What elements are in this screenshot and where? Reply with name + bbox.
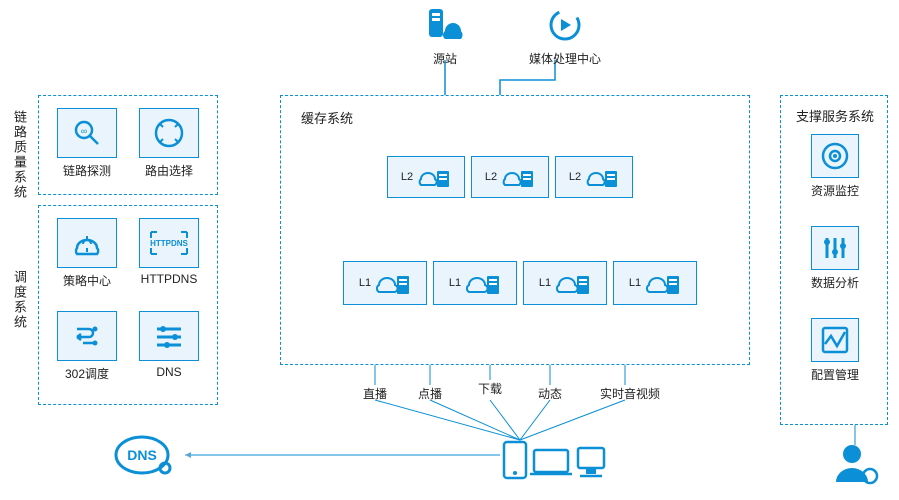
httpdns-box: HTTPDNS <box>139 218 199 268</box>
service-0: 直播 <box>360 385 390 402</box>
svg-text:HTTPDNS: HTTPDNS <box>150 239 188 248</box>
l1-label-2: L1 <box>539 277 551 289</box>
cache-panel: 缓存系统 L2 L2 L2 L1 L1 L1 L1 <box>280 95 750 365</box>
policy-label: 策略中心 <box>57 272 117 289</box>
devices-icon <box>500 438 610 480</box>
link-quality-panel: ∞ 链路探测 路由选择 <box>38 95 218 195</box>
origin-label: 源站 <box>415 50 475 67</box>
cloud-server-icon <box>375 268 411 298</box>
l2-label-1: L2 <box>485 171 497 183</box>
config-label: 配置管理 <box>791 366 879 383</box>
cache-title: 缓存系统 <box>301 108 353 127</box>
cloud-server-icon <box>417 163 451 191</box>
admin-user-icon <box>830 440 880 486</box>
dns-bubble: DNS <box>110 430 180 485</box>
httpdns-label: HTTPDNS <box>139 272 199 286</box>
redirect-box <box>57 311 117 361</box>
service-3: 动态 <box>535 385 565 402</box>
probe-label: 链路探测 <box>57 162 117 179</box>
l2-node-0: L2 <box>387 156 465 198</box>
cloud-server-icon <box>555 268 591 298</box>
l2-node-1: L2 <box>471 156 549 198</box>
route-label: 路由选择 <box>139 162 199 179</box>
l1-label-0: L1 <box>359 277 371 289</box>
l1-label-3: L1 <box>629 277 641 289</box>
analytics-label: 数据分析 <box>791 274 879 291</box>
config-icon <box>819 324 851 356</box>
admin-user <box>830 440 880 491</box>
media-label: 媒体处理中心 <box>520 50 610 67</box>
l2-node-2: L2 <box>555 156 633 198</box>
svg-text:DNS: DNS <box>127 447 157 463</box>
monitor-icon <box>819 140 851 172</box>
route-box <box>139 108 199 158</box>
redirect-label: 302调度 <box>57 365 117 382</box>
l2-label-0: L2 <box>401 171 413 183</box>
devices-group <box>500 438 610 485</box>
scheduling-panel: 策略中心 HTTPDNS HTTPDNS 302调度 DNS <box>38 205 218 405</box>
probe-icon: ∞ <box>70 116 104 150</box>
policy-icon <box>69 226 105 260</box>
support-panel: 支撑服务系统 资源监控 数据分析 配置管理 <box>780 95 888 425</box>
l1-node-2: L1 <box>523 261 607 305</box>
media-block: 媒体处理中心 <box>520 5 610 67</box>
route-icon <box>152 116 186 150</box>
l1-node-0: L1 <box>343 261 427 305</box>
link-quality-title: 链路质量系统 <box>10 110 29 200</box>
l1-node-1: L1 <box>433 261 517 305</box>
policy-box <box>57 218 117 268</box>
cloud-server-icon <box>501 163 535 191</box>
dns-label: DNS <box>139 365 199 379</box>
redirect-icon <box>69 319 105 353</box>
httpdns-icon: HTTPDNS <box>147 226 191 260</box>
dns-bubble-icon: DNS <box>110 430 180 480</box>
cloud-server-icon <box>645 268 681 298</box>
cloud-server-icon <box>585 163 619 191</box>
support-title: 支撑服务系统 <box>781 106 889 125</box>
service-1: 点播 <box>415 385 445 402</box>
origin-block: 源站 <box>415 5 475 67</box>
monitor-label: 资源监控 <box>791 182 879 199</box>
l1-node-3: L1 <box>613 261 697 305</box>
server-cloud-icon <box>423 5 467 45</box>
media-play-icon <box>543 5 587 45</box>
config-box <box>811 318 859 362</box>
l2-label-2: L2 <box>569 171 581 183</box>
analytics-box <box>811 226 859 270</box>
probe-box: ∞ <box>57 108 117 158</box>
scheduling-title: 调度系统 <box>10 270 29 330</box>
dns-icon <box>151 319 187 353</box>
monitor-box <box>811 134 859 178</box>
svg-text:∞: ∞ <box>81 126 87 136</box>
l1-label-1: L1 <box>449 277 461 289</box>
dns-box <box>139 311 199 361</box>
analytics-icon <box>819 232 851 264</box>
service-4: 实时音视频 <box>595 385 665 402</box>
cloud-server-icon <box>465 268 501 298</box>
service-2: 下载 <box>475 380 505 397</box>
